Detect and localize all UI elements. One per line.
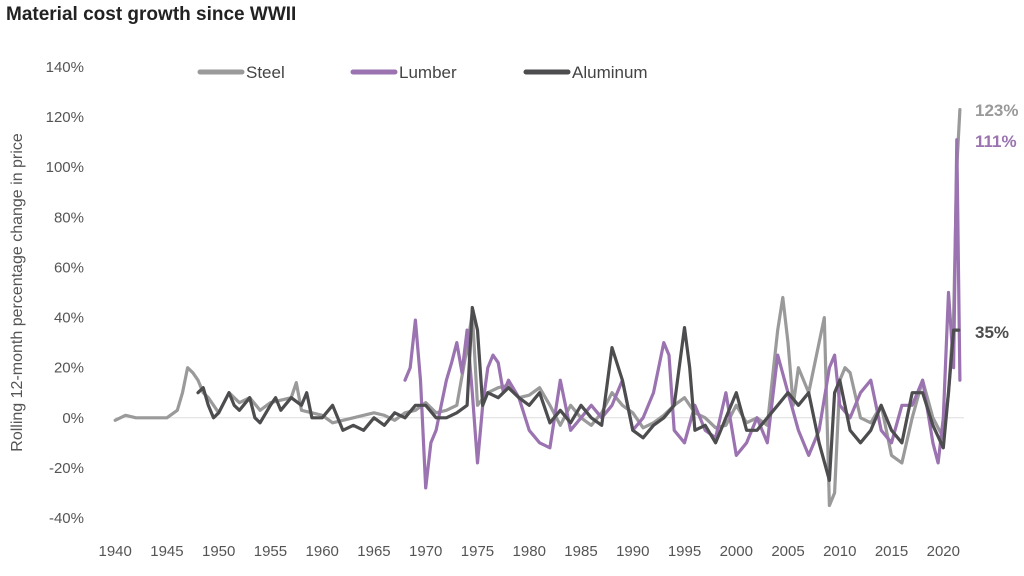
y-tick-label: 80% xyxy=(54,209,84,226)
axis-layer: 140% 120% 100% 80% 60% 40% 20% 0% -20% -40% 1940 19… xyxy=(9,59,964,560)
y-tick-label: 100% xyxy=(46,159,84,176)
y-axis-label: Rolling 12-month percentage change in pr… xyxy=(9,133,26,452)
y-tick-label: 20% xyxy=(54,360,84,377)
x-tick-label: 1965 xyxy=(357,543,390,560)
legend: Steel Lumber Aluminum xyxy=(197,63,648,82)
x-tick-label: 2015 xyxy=(875,543,908,560)
end-label-steel: 123% xyxy=(975,101,1018,120)
legend-label-aluminum: Aluminum xyxy=(572,63,648,82)
x-tick-label: 1970 xyxy=(409,543,442,560)
y-tick-label: 0% xyxy=(62,410,84,427)
legend-label-lumber: Lumber xyxy=(399,63,457,82)
series-line-lumber xyxy=(403,138,962,490)
y-tick-label: 60% xyxy=(54,259,84,276)
series-line-steel xyxy=(113,107,962,508)
series-layer xyxy=(113,107,962,508)
x-tick-label: 2020 xyxy=(927,543,960,560)
y-tick-label: 120% xyxy=(46,109,84,126)
x-tick-label: 1975 xyxy=(461,543,494,560)
series-line-aluminum xyxy=(196,305,961,482)
x-tick-label: 1985 xyxy=(564,543,597,560)
end-labels: 123% 111% 35% xyxy=(975,101,1018,342)
y-tick-label: -20% xyxy=(49,460,84,477)
x-tick-label: 1990 xyxy=(616,543,649,560)
x-tick-label: 2005 xyxy=(771,543,804,560)
x-tick-label: 1950 xyxy=(202,543,235,560)
x-tick-label: 1940 xyxy=(98,543,131,560)
chart-title: Material cost growth since WWII xyxy=(6,4,297,25)
legend-label-steel: Steel xyxy=(246,63,285,82)
x-tick-label: 1955 xyxy=(254,543,287,560)
x-tick-label: 2000 xyxy=(720,543,753,560)
y-tick-label: 140% xyxy=(46,59,84,76)
y-tick-label: 40% xyxy=(54,310,84,327)
x-tick-label: 2010 xyxy=(823,543,856,560)
end-label-aluminum: 35% xyxy=(975,323,1009,342)
x-tick-label: 1980 xyxy=(513,543,546,560)
x-tick-label: 1995 xyxy=(668,543,701,560)
x-tick-label: 1945 xyxy=(150,543,183,560)
x-tick-label: 1960 xyxy=(306,543,339,560)
end-label-lumber: 111% xyxy=(975,132,1017,151)
y-tick-label: -40% xyxy=(49,510,84,527)
